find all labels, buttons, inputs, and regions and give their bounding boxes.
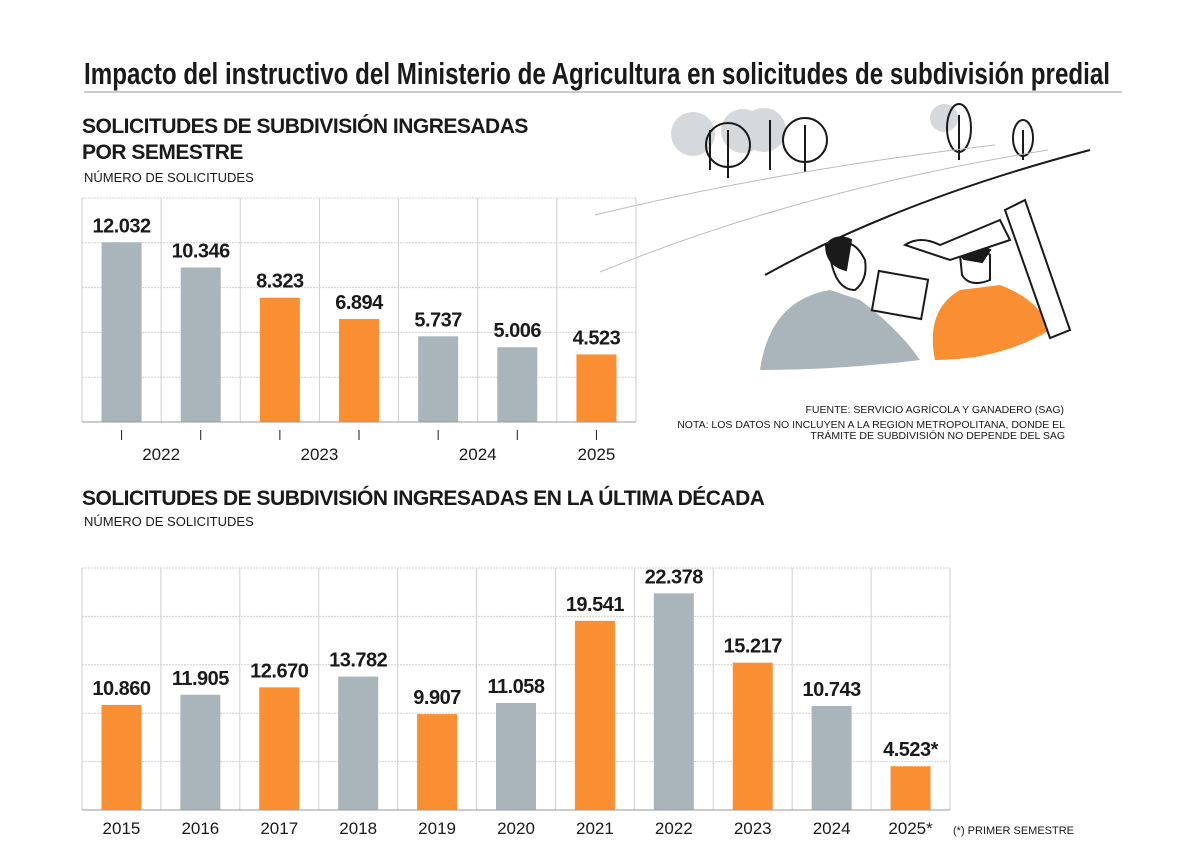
footnote: (*) PRIMER SEMESTRE	[953, 825, 1074, 837]
bar	[101, 704, 142, 810]
x-tick-label: 2021	[576, 819, 614, 838]
bar	[338, 676, 379, 810]
value-label: 5.006	[494, 320, 542, 342]
x-tick-label: II	[197, 429, 204, 444]
bar	[339, 319, 379, 422]
value-label: 15.217	[724, 636, 783, 658]
value-label: 13.782	[329, 650, 388, 672]
value-label: 10.860	[92, 678, 151, 700]
value-label: 10.743	[803, 679, 862, 701]
x-tick-label: 2022	[655, 819, 693, 838]
value-label: 5.737	[414, 309, 462, 331]
x-tick-label: I	[278, 429, 282, 444]
bar	[811, 706, 852, 810]
value-label: 11.058	[487, 676, 544, 698]
x-tick-label: 2019	[418, 819, 456, 838]
value-label: 8.323	[256, 271, 304, 293]
chart-title-box: SOLICITUDES DE SUBDIVISIÓN INGRESADAS PO…	[82, 115, 528, 164]
x-tick-label: I	[436, 429, 440, 444]
x-tick-label: I	[120, 429, 124, 444]
bar	[180, 267, 221, 422]
value-label: 6.894	[335, 292, 384, 314]
value-label: 4.523	[573, 327, 621, 349]
source: FUENTE: SERVICIO AGRÍCOLA Y GANADERO (SA…	[806, 403, 1064, 416]
page-title: Impacto del instructivo del Ministerio d…	[84, 56, 1110, 91]
value-label: 4.523*	[883, 739, 939, 761]
bar	[732, 662, 773, 810]
bar	[259, 687, 300, 810]
x-tick-label: 2018	[339, 819, 377, 838]
value-label: 11.905	[172, 668, 229, 690]
bar	[417, 714, 458, 810]
x-tick-label: 2015	[103, 819, 141, 838]
x-tick-label: II	[514, 429, 521, 444]
group-label: 2024	[459, 445, 497, 464]
x-tick-label: 2016	[181, 819, 219, 838]
value-label: 12.670	[250, 660, 309, 682]
x-tick-label: I	[595, 429, 599, 444]
chart-title: SOLICITUDES DE SUBDIVISIÓN INGRESADAS EN…	[82, 486, 765, 510]
value-label: 9.907	[413, 687, 461, 709]
x-tick-label: 2024	[813, 819, 851, 838]
x-tick-label: 2017	[260, 819, 298, 838]
value-label: 12.032	[92, 215, 151, 237]
x-tick-label: 2023	[734, 819, 772, 838]
bar	[890, 766, 931, 810]
bar	[101, 242, 142, 422]
group-label: 2023	[301, 445, 339, 464]
note: NOTA: LOS DATOS NO INCLUYEN A LA REGIÓN …	[677, 420, 1065, 442]
bar	[653, 593, 694, 810]
x-tick-label: 2020	[497, 819, 535, 838]
bar	[576, 354, 617, 422]
value-label: 10.346	[172, 240, 231, 262]
chart-subtitle: NÚMERO DE SOLICITUDES	[84, 170, 254, 185]
bar	[497, 347, 538, 422]
bar	[259, 297, 300, 422]
illustration	[594, 103, 1091, 370]
value-label: 22.378	[645, 566, 704, 588]
group-label: 2025	[578, 445, 616, 464]
group-label: 2022	[142, 445, 180, 464]
value-label: 19.541	[566, 594, 625, 616]
chart-subtitle: NÚMERO DE SOLICITUDES	[84, 514, 254, 529]
x-tick-label: II	[355, 429, 362, 444]
bar	[496, 702, 536, 810]
bar	[574, 620, 615, 810]
x-tick-label: 2025*	[888, 819, 933, 838]
note-box: NOTA: LOS DATOS NO INCLUYEN A LA REGIÓN …	[677, 420, 1065, 442]
bar	[418, 336, 459, 422]
bar	[180, 694, 221, 810]
chart-title: SOLICITUDES DE SUBDIVISIÓN INGRESADAS PO…	[82, 115, 528, 164]
